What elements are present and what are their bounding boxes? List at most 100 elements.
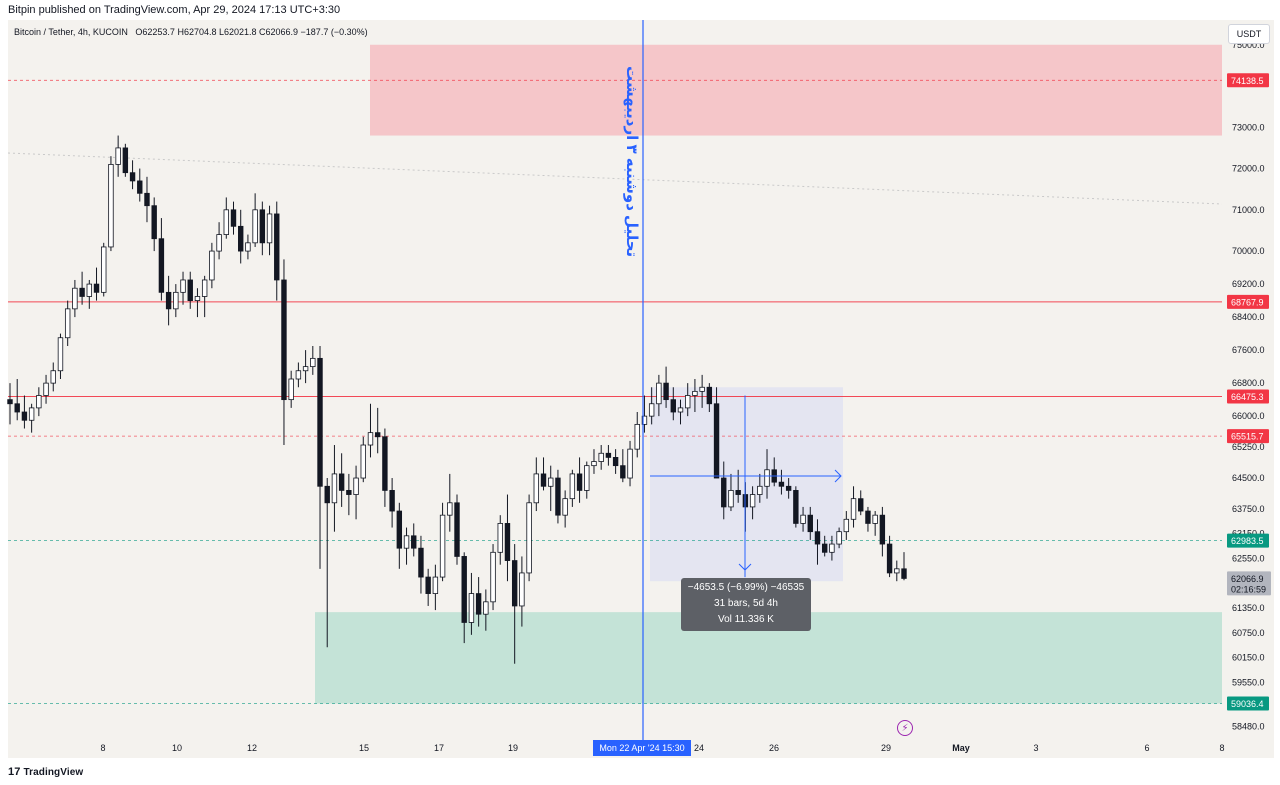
candle-body: [490, 551, 496, 603]
candle-body: [50, 370, 56, 384]
current-price-tag: [1227, 571, 1271, 596]
arrow-down-icon: [738, 563, 752, 571]
y-tick-label: 64500.0: [1232, 473, 1265, 483]
price-tag: [1227, 73, 1269, 88]
y-tick-label: 62550.0: [1232, 554, 1265, 564]
candle-body: [64, 308, 71, 339]
candle-body: [439, 514, 446, 578]
y-tick-label: 66800.0: [1232, 378, 1265, 388]
published-info: Bitpin published on TradingView.com, Apr…: [8, 4, 341, 16]
candle-body: [656, 382, 662, 405]
candle-body: [14, 403, 20, 413]
candle-body: [721, 477, 727, 508]
chart-legend: Bitcoin / Tether, 4h, KUCOIN O62253.7 H6…: [14, 27, 368, 37]
y-tick-label: 75000.0: [1232, 40, 1265, 50]
candle-body: [728, 490, 734, 508]
candle-body: [620, 465, 626, 479]
candle-body: [302, 366, 309, 372]
candle-body: [757, 485, 763, 495]
candle-body: [108, 164, 114, 248]
candle-body: [324, 485, 330, 504]
countdown-label: 02:16:59: [1231, 584, 1266, 594]
candle-body: [281, 279, 287, 401]
measure-bars: 31 bars, 5d 4h: [714, 598, 778, 609]
candle-body: [137, 180, 143, 194]
candle-body: [389, 490, 395, 512]
candle-body: [252, 209, 258, 244]
y-tick-label: 69200.0: [1232, 279, 1265, 289]
price-tag-label: 74138.5: [1231, 76, 1264, 86]
candle-body: [901, 568, 907, 579]
candle-body: [677, 407, 684, 413]
candle-body: [483, 601, 489, 615]
candle-body: [533, 473, 540, 504]
candle-body: [872, 514, 878, 524]
measure-volume: Vol 11.336 K: [718, 614, 774, 625]
price-tag: [1227, 696, 1269, 711]
candle-body: [367, 432, 374, 446]
candle-body: [396, 510, 403, 549]
candle-body: [101, 246, 107, 293]
candle-body: [843, 518, 850, 533]
candle-body: [764, 469, 770, 487]
candle-body: [612, 457, 619, 467]
candle-body: [569, 473, 576, 500]
candle-body: [374, 432, 381, 438]
candle-body: [540, 473, 547, 487]
candle-body: [865, 510, 871, 524]
y-tick-label: 68400.0: [1232, 312, 1265, 322]
candle-body: [158, 238, 165, 293]
y-tick-label: 67600.0: [1232, 345, 1265, 355]
candle-body: [879, 514, 886, 545]
candle-body: [706, 386, 713, 405]
x-tick-label: 19: [508, 743, 518, 753]
candle-body: [245, 242, 251, 252]
candle-body: [274, 213, 280, 281]
candle-body: [43, 382, 49, 396]
lightning-icon[interactable]: ⚡: [897, 720, 913, 736]
candle-body: [800, 514, 806, 524]
candle-body: [511, 560, 518, 607]
candle-body: [230, 209, 237, 227]
x-tick-label: 8: [100, 743, 105, 753]
x-tick-label: 24: [694, 743, 704, 753]
candle-body: [266, 213, 273, 244]
y-tick-label: 58480.0: [1232, 721, 1265, 731]
candle-body: [454, 502, 460, 557]
price-tag: [1227, 294, 1269, 309]
candle-body: [418, 547, 424, 578]
price-tag-label: 68767.9: [1231, 297, 1264, 307]
currency-button[interactable]: USDT: [1228, 24, 1270, 44]
candle-body: [129, 172, 136, 182]
price-tag: [1227, 389, 1269, 404]
candle-body: [165, 291, 172, 310]
y-tick-label: 70000.0: [1232, 246, 1265, 256]
candle-body: [584, 465, 590, 491]
candle-body: [216, 234, 222, 252]
y-tick-label: 66000.0: [1232, 411, 1265, 421]
candle-body: [548, 477, 554, 487]
y-tick-label: 71000.0: [1232, 205, 1265, 215]
candle-body: [288, 378, 294, 401]
candle-body: [821, 543, 828, 553]
candle-body: [238, 225, 244, 252]
candle-body: [648, 403, 655, 417]
y-tick-label: 60750.0: [1232, 628, 1265, 638]
candle-body: [713, 403, 720, 479]
y-tick-label: 59550.0: [1232, 677, 1265, 687]
x-tick-label: 10: [172, 743, 182, 753]
x-tick-label: 26: [769, 743, 779, 753]
y-tick-label: 72000.0: [1232, 164, 1265, 174]
candle-body: [555, 477, 561, 516]
candle-body: [57, 337, 64, 372]
candle-body: [331, 473, 338, 504]
current-price-label: 62066.9: [1231, 574, 1264, 584]
candle-body: [793, 490, 799, 524]
tradingview-logo[interactable]: 17 TradingView: [8, 766, 84, 778]
candle-body: [785, 485, 792, 491]
candle-body: [685, 395, 691, 409]
candle-body: [259, 209, 266, 244]
candle-body: [447, 502, 453, 516]
candle-body: [641, 415, 648, 425]
